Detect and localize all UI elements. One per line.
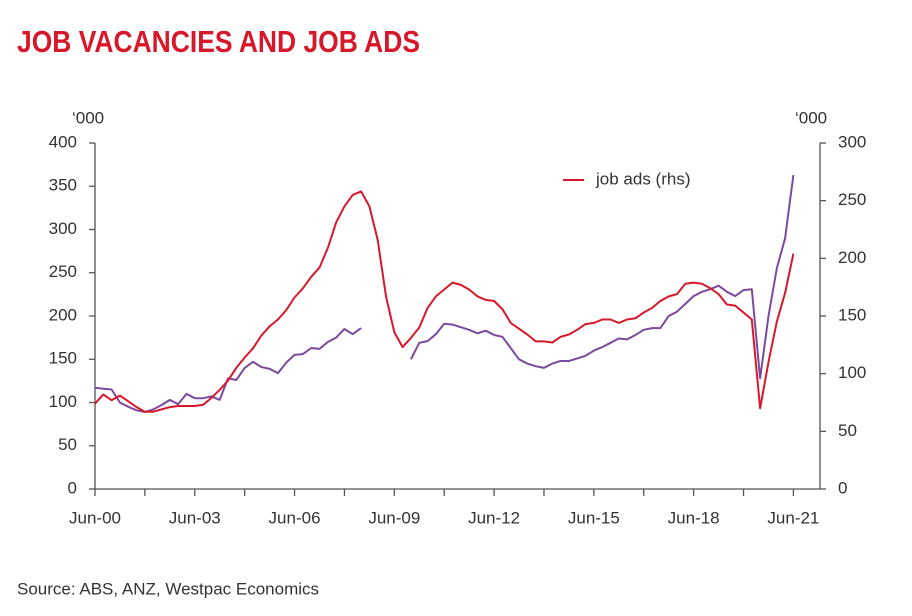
x-tick-label: Jun-09: [368, 508, 420, 527]
x-tick-label: Jun-21: [767, 508, 819, 527]
y-tick-label: 0: [68, 478, 77, 497]
y2-tick-label: 250: [838, 190, 866, 209]
y2-tick-label: 150: [838, 305, 866, 324]
x-tick-label: Jun-18: [668, 508, 720, 527]
x-tick-label: Jun-03: [169, 508, 221, 527]
y2-tick-label: 300: [838, 132, 866, 151]
x-tick-label: Jun-12: [468, 508, 520, 527]
y-tick-label: 100: [49, 392, 77, 411]
y2-unit: ‘000: [795, 108, 827, 127]
series-line: [94, 190, 795, 413]
series-line: [410, 174, 795, 380]
y-tick-label: 200: [49, 305, 77, 324]
y2-tick-label: 100: [838, 363, 866, 382]
legend-label: job ads (rhs): [595, 169, 690, 188]
y2-tick-label: 50: [838, 421, 857, 440]
y-tick-label: 250: [49, 262, 77, 281]
x-tick-label: Jun-00: [69, 508, 121, 527]
series-line: [94, 327, 362, 413]
y-tick-label: 400: [49, 132, 77, 151]
y-tick-label: 300: [49, 219, 77, 238]
x-tick-label: Jun-15: [568, 508, 620, 527]
x-tick-label: Jun-06: [269, 508, 321, 527]
y-tick-label: 150: [49, 349, 77, 368]
y-unit: ‘000: [72, 108, 104, 127]
y-tick-label: 50: [58, 435, 77, 454]
y-tick-label: 350: [49, 176, 77, 195]
chart-title: JOB VACANCIES AND JOB ADS: [17, 24, 420, 59]
y2-tick-label: 200: [838, 248, 866, 267]
source: Source: ABS, ANZ, Westpac Economics: [17, 579, 319, 598]
y2-tick-label: 0: [838, 478, 847, 497]
